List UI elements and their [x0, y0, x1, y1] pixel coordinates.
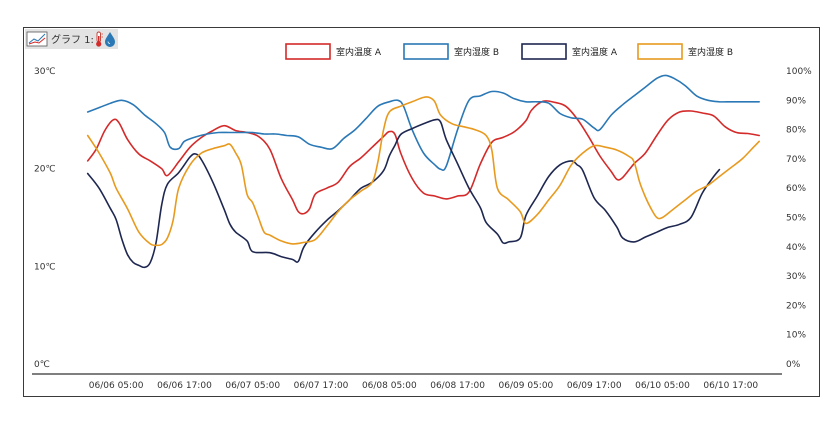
chart-panel: グラフ 1: 室内温度 A 室内湿度 B 室内温度 A 室内湿度 B 0℃ 10℃ 20℃… — [23, 27, 820, 397]
y-right-tick-label: 80% — [786, 126, 806, 136]
y-axis-left: 0℃ 10℃ 20℃ 30℃ — [34, 67, 56, 370]
y-right-tick-label: 40% — [786, 243, 806, 253]
water-drop-icon — [105, 32, 115, 47]
series-line-2 — [86, 74, 760, 172]
y-right-tick-label: 70% — [786, 155, 806, 165]
x-tick-label: 06/07 05:00 — [225, 381, 280, 391]
legend-label-4: 室内湿度 B — [688, 46, 733, 58]
legend-label-3: 室内温度 A — [572, 46, 618, 58]
y-left-tick-label: 0℃ — [34, 360, 50, 370]
x-tick-label: 06/08 05:00 — [362, 381, 417, 391]
thermometer-icon — [96, 31, 103, 47]
x-tick-label: 06/10 17:00 — [703, 381, 758, 391]
legend-label-2: 室内湿度 B — [454, 46, 499, 58]
x-tick-label: 06/10 05:00 — [635, 381, 690, 391]
x-tick-label: 06/09 05:00 — [499, 381, 554, 391]
y-right-tick-label: 20% — [786, 301, 806, 311]
series-line-4 — [86, 96, 760, 247]
header-background — [25, 29, 118, 49]
chart-header: グラフ 1: — [25, 29, 118, 49]
y-right-tick-label: 10% — [786, 331, 806, 341]
y-right-tick-label: 30% — [786, 272, 806, 282]
y-right-tick-label: 60% — [786, 184, 806, 194]
x-axis: 06/06 05:00 06/06 17:00 06/07 05:00 06/07 1… — [89, 381, 759, 391]
y-right-tick-label: 90% — [786, 96, 806, 106]
y-left-tick-label: 10℃ — [34, 262, 56, 272]
x-tick-label: 06/08 17:00 — [430, 381, 485, 391]
x-tick-label: 06/06 05:00 — [89, 381, 144, 391]
y-right-tick-label: 100% — [786, 67, 812, 77]
series-layer — [86, 74, 760, 269]
x-tick-label: 06/09 17:00 — [567, 381, 622, 391]
legend-swatch-1 — [285, 43, 331, 60]
x-tick-label: 06/06 17:00 — [157, 381, 212, 391]
legend: 室内温度 A 室内湿度 B 室内温度 A 室内湿度 B — [285, 43, 733, 60]
legend-swatch-2 — [403, 43, 449, 60]
legend-label-1: 室内温度 A — [336, 46, 382, 58]
series-line-3 — [86, 118, 721, 269]
x-tick-label: 06/07 17:00 — [294, 381, 349, 391]
line-chart: グラフ 1: 室内温度 A 室内湿度 B 室内温度 A 室内湿度 B 0℃ 10℃ 20℃… — [25, 29, 812, 391]
legend-swatch-3 — [521, 43, 567, 60]
legend-swatch-4 — [637, 43, 683, 60]
line-graph-icon — [26, 31, 48, 47]
series-line-1 — [86, 99, 760, 215]
y-left-tick-label: 30℃ — [34, 67, 56, 77]
y-left-tick-label: 20℃ — [34, 165, 56, 175]
y-right-tick-label: 50% — [786, 214, 806, 224]
y-axis-right: 0% 10% 20% 30% 40% 50% 60% 70% 80% 90% 100% — [786, 67, 812, 370]
chart-label: グラフ 1: — [51, 33, 94, 46]
y-right-tick-label: 0% — [786, 360, 801, 370]
